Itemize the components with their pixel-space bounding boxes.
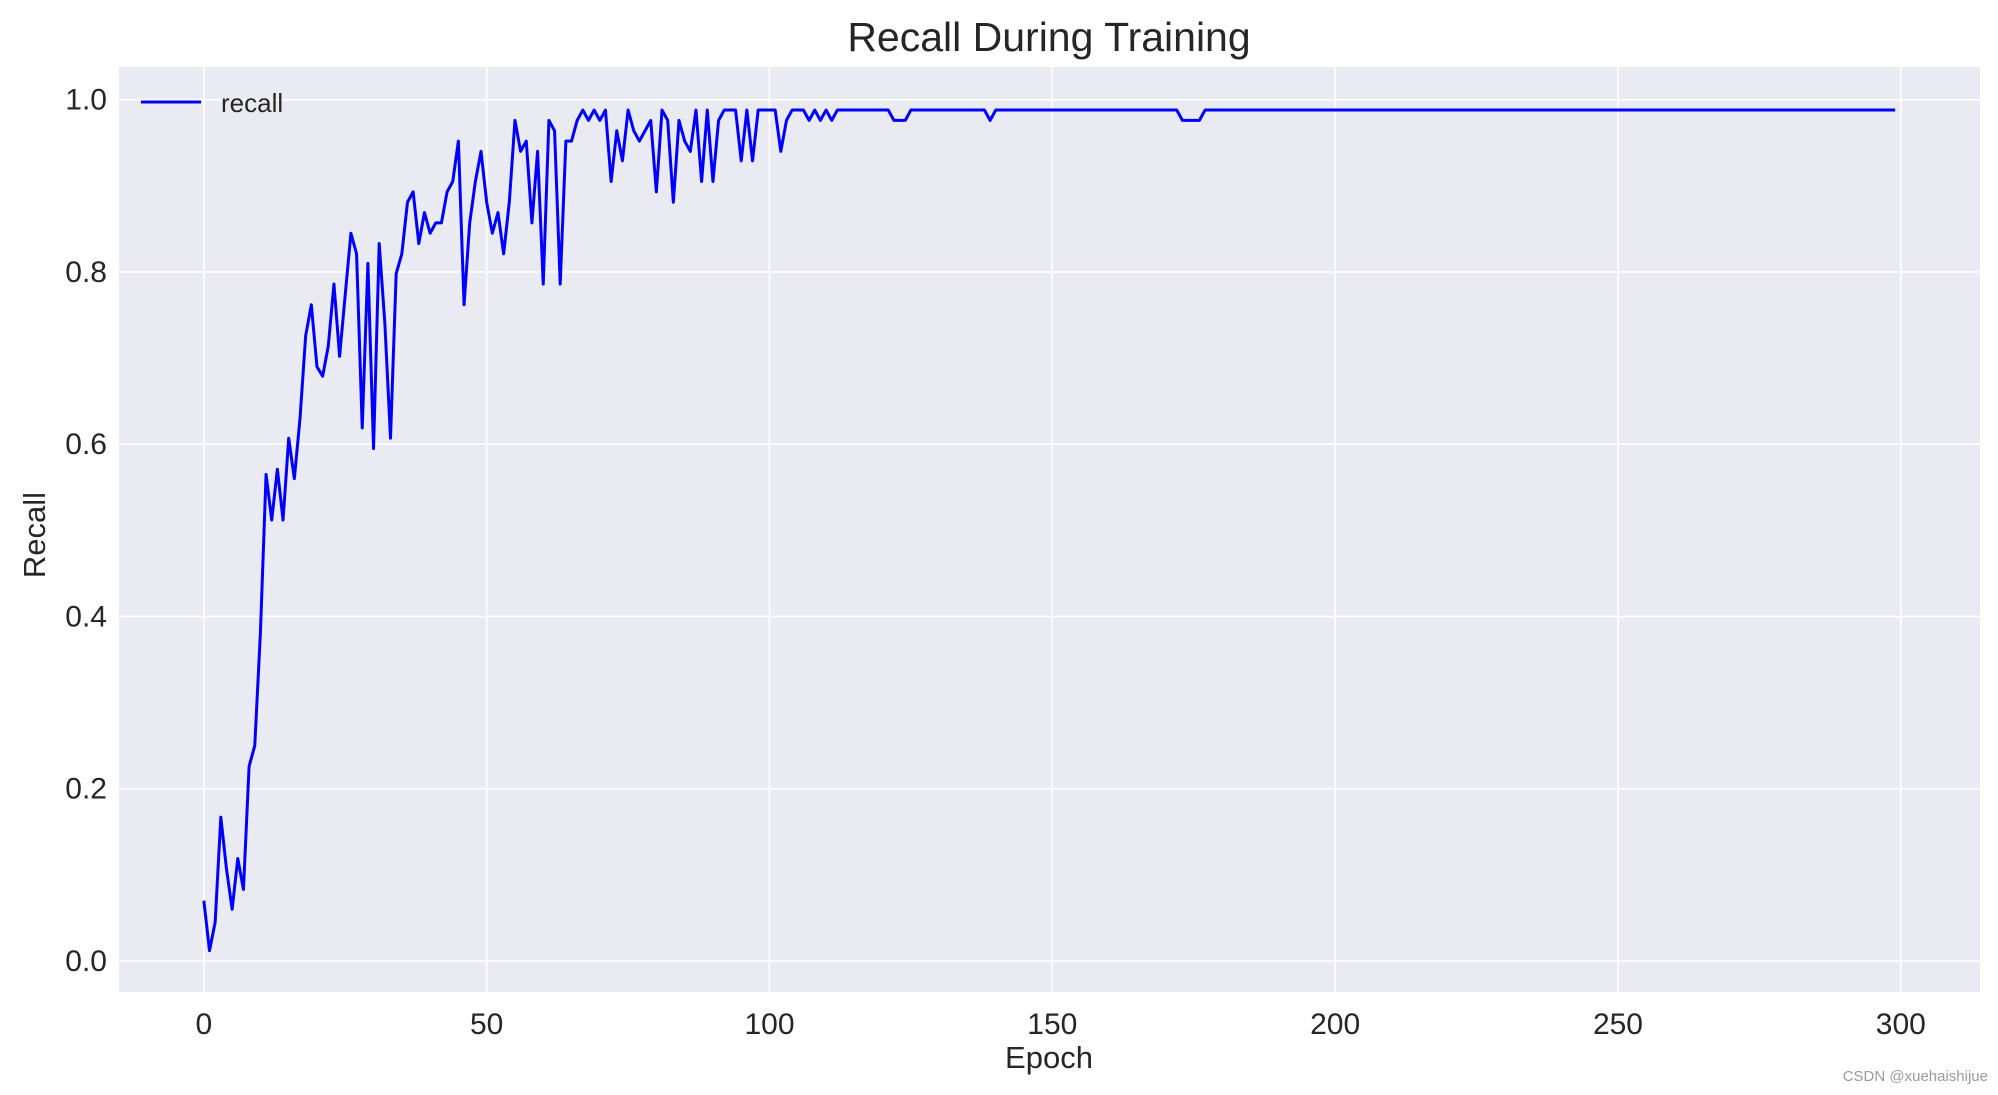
x-tick-label: 250 — [1593, 1008, 1643, 1041]
x-tick-label: 50 — [470, 1008, 503, 1041]
x-tick-label: 300 — [1876, 1008, 1926, 1041]
gridlines — [119, 67, 1980, 992]
plot-area — [119, 67, 1980, 992]
x-tick-label: 150 — [1027, 1008, 1077, 1041]
y-tick-label: 0.8 — [65, 256, 107, 289]
x-tick-label: 200 — [1310, 1008, 1360, 1041]
series-line-recall — [202, 108, 1896, 953]
watermark: CSDN @xuehaishijue — [1843, 1068, 1988, 1085]
x-tick-label: 100 — [744, 1008, 794, 1041]
y-tick-label: 1.0 — [65, 84, 107, 117]
legend-label-recall: recall — [221, 88, 283, 118]
y-tick-label: 0.2 — [65, 773, 107, 806]
x-axis-ticks: 0 50 100 150 200 250 300 — [196, 1008, 1926, 1041]
y-tick-label: 0.6 — [65, 428, 107, 461]
y-axis-label: Recall — [17, 492, 52, 578]
x-axis-label: Epoch — [1005, 1040, 1093, 1075]
legend: recall — [141, 88, 283, 118]
series-layer — [202, 108, 1896, 953]
x-tick-label: 0 — [196, 1008, 213, 1041]
y-tick-label: 0.0 — [65, 945, 107, 978]
y-tick-label: 0.4 — [65, 600, 107, 633]
y-axis-ticks: 0.0 0.2 0.4 0.6 0.8 1.0 — [65, 84, 107, 978]
chart-title: Recall During Training — [847, 14, 1250, 60]
